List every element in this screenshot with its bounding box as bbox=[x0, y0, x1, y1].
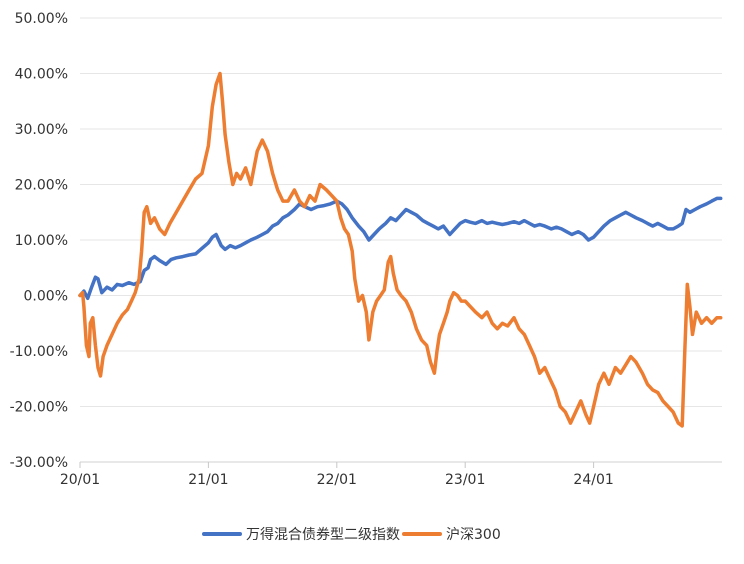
series-line-1 bbox=[78, 196, 723, 301]
series-lines bbox=[78, 71, 723, 428]
y-tick-label: 30.00% bbox=[15, 122, 68, 138]
x-tick-label: 20/01 bbox=[60, 472, 100, 488]
x-axis: 20/01 21/01 22/01 23/01 24/01 bbox=[60, 461, 722, 488]
x-tick-label: 23/01 bbox=[445, 472, 485, 488]
y-tick-label: 10.00% bbox=[15, 233, 68, 249]
x-tick-label: 21/01 bbox=[188, 472, 228, 488]
legend-label: 沪深300 bbox=[446, 527, 501, 543]
y-tick-label: 40.00% bbox=[15, 67, 68, 83]
y-tick-label: -10.00% bbox=[10, 344, 68, 360]
y-tick-label: 0.00% bbox=[24, 289, 68, 305]
x-tick-label: 22/01 bbox=[317, 472, 357, 488]
y-tick-label: -20.00% bbox=[10, 400, 68, 416]
y-tick-label: 20.00% bbox=[15, 178, 68, 194]
series-line-2 bbox=[78, 71, 723, 428]
x-tick-label: 24/01 bbox=[573, 472, 613, 488]
y-tick-label: -30.00% bbox=[10, 455, 68, 471]
legend-label: 万得混合债券型二级指数 bbox=[246, 526, 400, 543]
y-axis: 50.00% 40.00% 30.00% 20.00% 10.00% 0.00% -10.0… bbox=[10, 11, 68, 471]
y-tick-label: 50.00% bbox=[15, 11, 68, 27]
legend: 万得混合债券型二级指数 沪深300 bbox=[202, 526, 501, 543]
